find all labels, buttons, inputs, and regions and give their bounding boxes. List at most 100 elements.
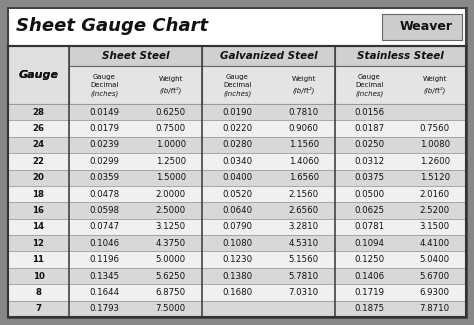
Text: 0.7810: 0.7810 — [289, 108, 319, 117]
Text: Gauge: Gauge — [18, 70, 58, 80]
Text: 0.0250: 0.0250 — [354, 140, 384, 150]
Text: 0.6250: 0.6250 — [156, 108, 186, 117]
Text: 1.0000: 1.0000 — [156, 140, 186, 150]
Text: 0.0239: 0.0239 — [90, 140, 119, 150]
Text: 24: 24 — [32, 140, 45, 150]
Text: 0.1680: 0.1680 — [222, 288, 252, 297]
Text: 4.3750: 4.3750 — [156, 239, 186, 248]
Text: 0.0280: 0.0280 — [222, 140, 252, 150]
Text: 0.0220: 0.0220 — [222, 124, 252, 133]
Text: 6.8750: 6.8750 — [156, 288, 186, 297]
Text: 0.1196: 0.1196 — [90, 255, 119, 264]
Bar — [382, 14, 462, 40]
Text: 2.5000: 2.5000 — [156, 206, 186, 215]
Bar — [8, 170, 466, 186]
Text: 0.9060: 0.9060 — [289, 124, 319, 133]
Bar — [8, 186, 466, 202]
Text: Decimal: Decimal — [90, 82, 118, 88]
Bar — [8, 252, 466, 268]
Bar — [8, 46, 69, 104]
Text: 1.2500: 1.2500 — [156, 157, 186, 166]
Text: 16: 16 — [33, 206, 45, 215]
Text: 0.1094: 0.1094 — [355, 239, 384, 248]
Text: (inches): (inches) — [223, 90, 251, 97]
Bar — [8, 8, 466, 46]
Text: Weight: Weight — [159, 76, 183, 82]
Text: Gauge: Gauge — [226, 74, 249, 80]
Bar — [8, 268, 466, 284]
Text: 0.0190: 0.0190 — [222, 108, 252, 117]
Text: 0.0359: 0.0359 — [90, 173, 119, 182]
Text: 0.0747: 0.0747 — [89, 222, 119, 231]
Text: 2.6560: 2.6560 — [289, 206, 319, 215]
Bar — [335, 66, 466, 104]
Text: 0.0478: 0.0478 — [89, 189, 119, 199]
Text: 0.1046: 0.1046 — [89, 239, 119, 248]
Text: 0.0149: 0.0149 — [90, 108, 119, 117]
Text: Gauge: Gauge — [358, 74, 381, 80]
Text: 5.6250: 5.6250 — [156, 272, 186, 280]
Bar — [8, 153, 466, 170]
Bar — [335, 46, 466, 66]
Text: 14: 14 — [32, 222, 45, 231]
Text: 2.0000: 2.0000 — [156, 189, 186, 199]
Text: 20: 20 — [33, 173, 45, 182]
Text: 0.0312: 0.0312 — [354, 157, 384, 166]
Text: 0.1406: 0.1406 — [354, 272, 384, 280]
Text: 5.0000: 5.0000 — [156, 255, 186, 264]
Text: 10: 10 — [33, 272, 45, 280]
Text: 3.2810: 3.2810 — [289, 222, 319, 231]
Bar — [69, 46, 202, 66]
Text: 28: 28 — [33, 108, 45, 117]
Bar — [8, 202, 466, 219]
Text: 1.5000: 1.5000 — [156, 173, 186, 182]
Text: 1.5120: 1.5120 — [420, 173, 450, 182]
Text: Decimal: Decimal — [355, 82, 383, 88]
Bar — [8, 219, 466, 235]
Text: 4.4100: 4.4100 — [420, 239, 450, 248]
Text: 1.6560: 1.6560 — [289, 173, 319, 182]
Text: 3.1500: 3.1500 — [420, 222, 450, 231]
Text: 0.0400: 0.0400 — [222, 173, 252, 182]
Bar — [8, 120, 466, 137]
Bar — [8, 46, 466, 317]
Bar — [8, 46, 69, 104]
Text: 0.0340: 0.0340 — [222, 157, 252, 166]
Text: 2.1560: 2.1560 — [289, 189, 319, 199]
Text: Sheet Gauge Chart: Sheet Gauge Chart — [16, 17, 208, 35]
Text: 0.0625: 0.0625 — [354, 206, 384, 215]
Text: 1.4060: 1.4060 — [289, 157, 319, 166]
Text: (lb/ft²): (lb/ft²) — [292, 87, 315, 95]
Text: 4.5310: 4.5310 — [289, 239, 319, 248]
Text: 12: 12 — [33, 239, 45, 248]
Text: 5.0400: 5.0400 — [420, 255, 450, 264]
Text: 3.1250: 3.1250 — [156, 222, 186, 231]
Bar — [8, 235, 466, 252]
Text: 0.1793: 0.1793 — [90, 304, 119, 313]
Text: 0.0156: 0.0156 — [354, 108, 384, 117]
Text: 0.1080: 0.1080 — [222, 239, 252, 248]
Text: 0.0640: 0.0640 — [222, 206, 252, 215]
Bar — [202, 46, 335, 66]
Text: 0.1875: 0.1875 — [354, 304, 384, 313]
Text: 0.0299: 0.0299 — [90, 157, 119, 166]
Text: 0.1250: 0.1250 — [354, 255, 384, 264]
Text: 7.8710: 7.8710 — [420, 304, 450, 313]
Text: 1.0080: 1.0080 — [420, 140, 450, 150]
Text: 0.0179: 0.0179 — [90, 124, 119, 133]
Text: 5.6700: 5.6700 — [420, 272, 450, 280]
Text: 0.0781: 0.0781 — [354, 222, 384, 231]
Text: 22: 22 — [33, 157, 45, 166]
Text: 5.1560: 5.1560 — [289, 255, 319, 264]
Text: Gauge: Gauge — [93, 74, 116, 80]
Text: 11: 11 — [33, 255, 45, 264]
Text: 0.1719: 0.1719 — [355, 288, 384, 297]
Bar — [8, 301, 466, 317]
Text: 0.0187: 0.0187 — [354, 124, 384, 133]
Text: 5.7810: 5.7810 — [289, 272, 319, 280]
Text: (inches): (inches) — [355, 90, 383, 97]
Text: 26: 26 — [33, 124, 45, 133]
Text: Weaver: Weaver — [400, 20, 453, 33]
Bar — [69, 66, 202, 104]
Bar — [8, 137, 466, 153]
